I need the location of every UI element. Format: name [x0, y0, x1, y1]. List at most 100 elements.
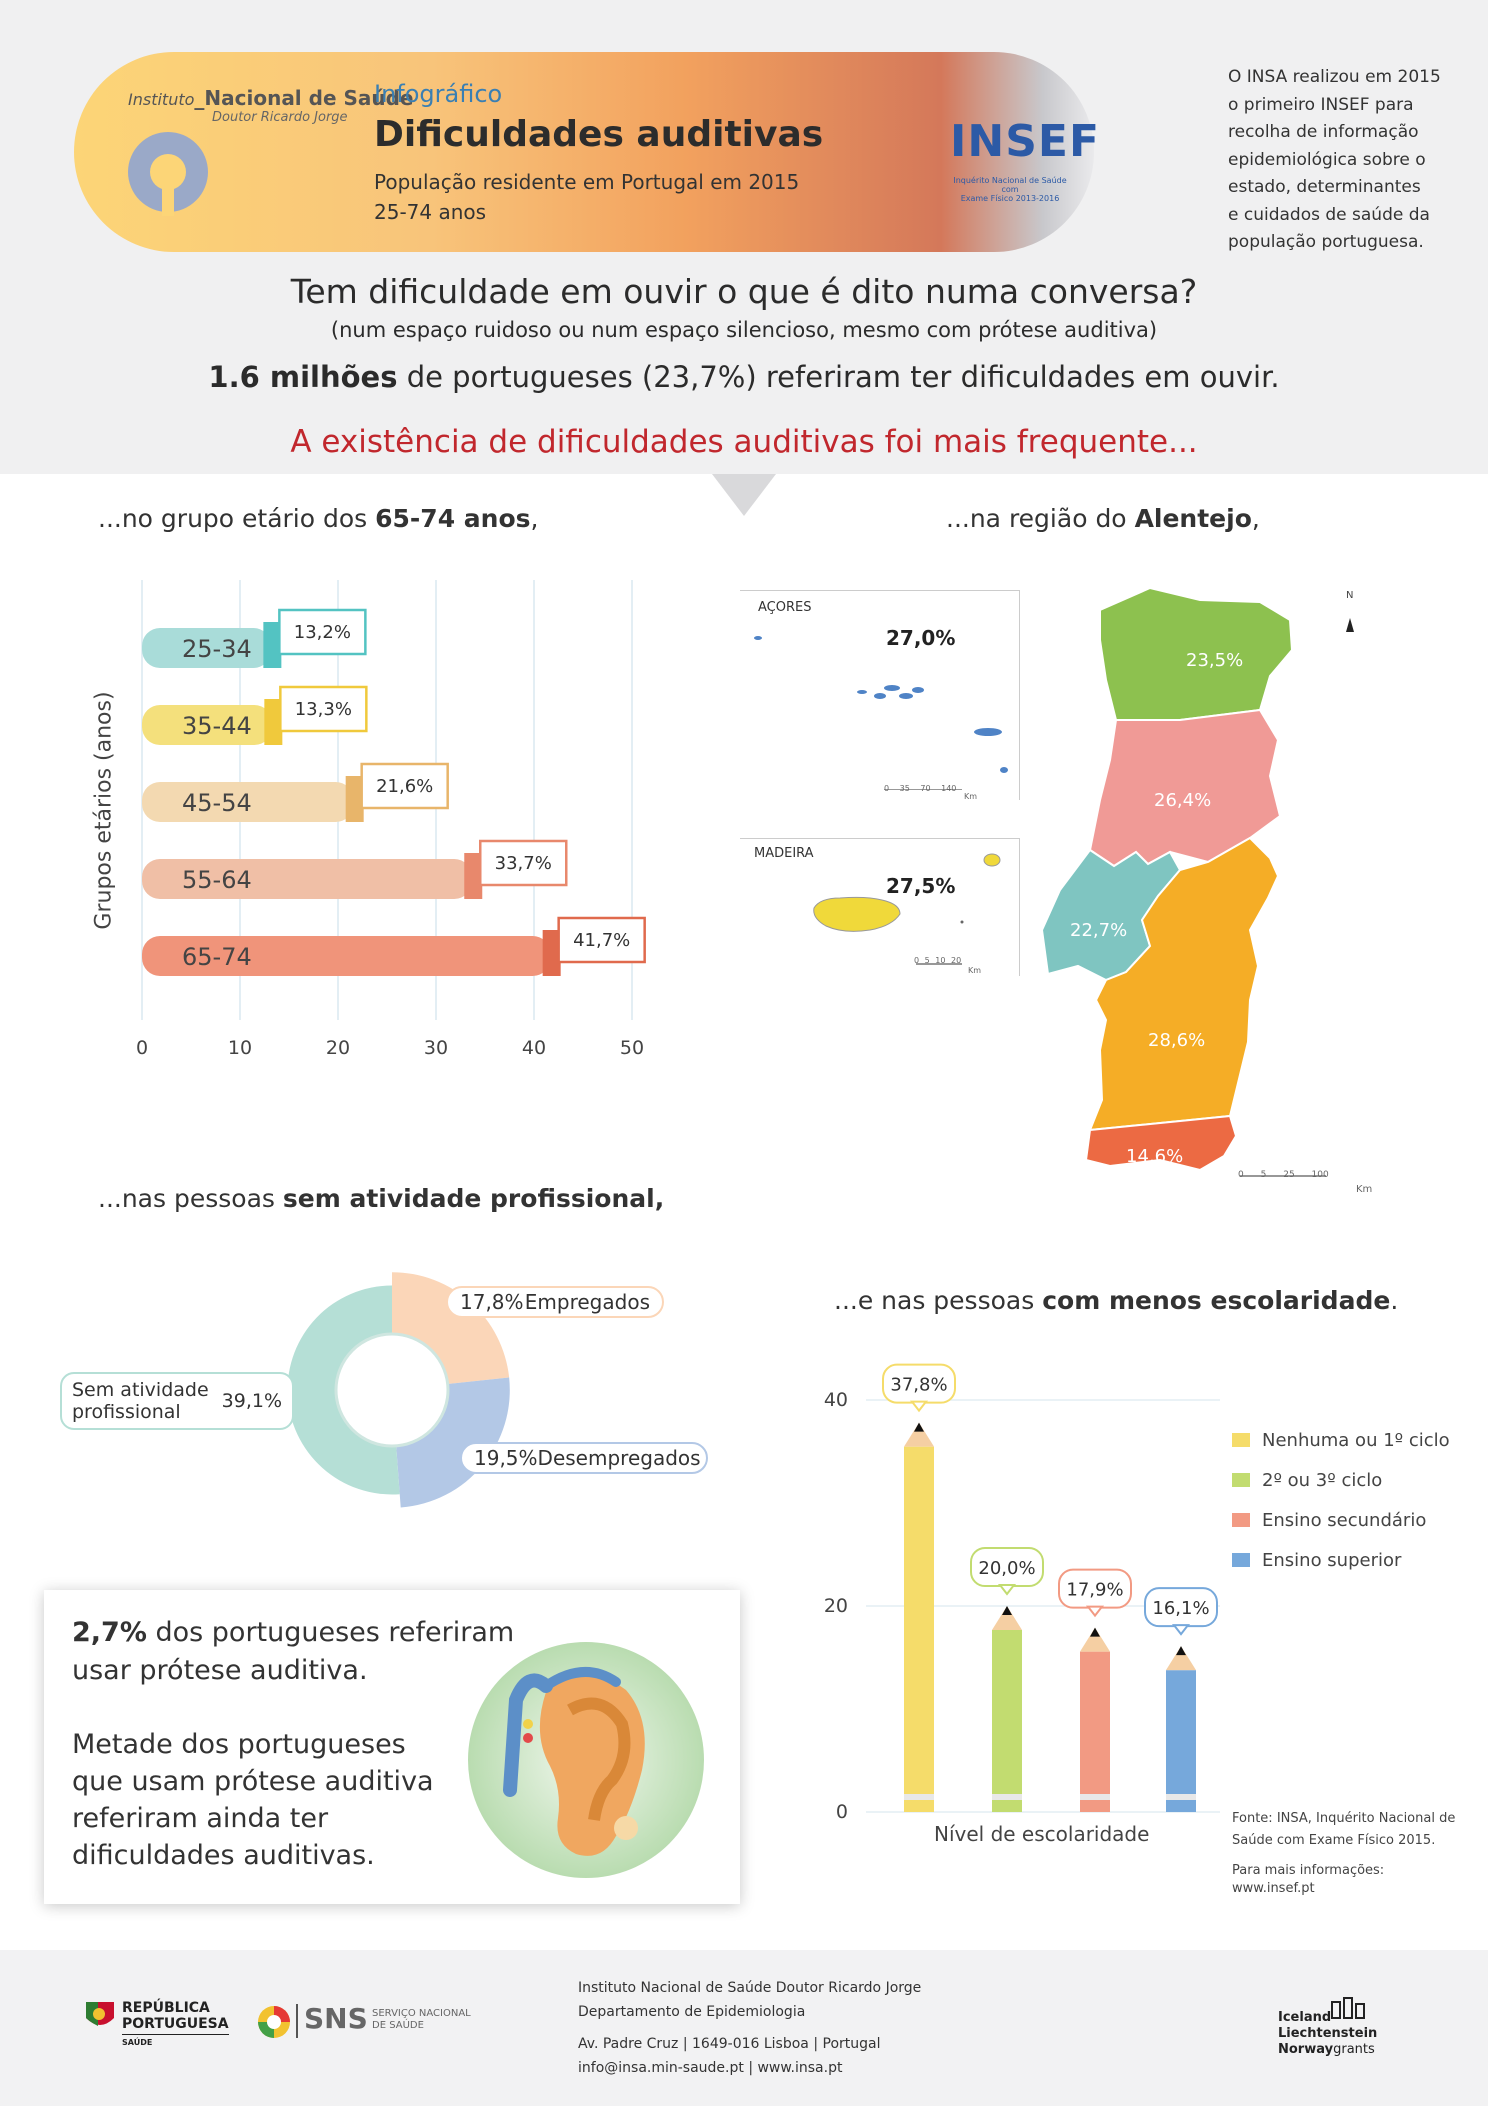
age-value-label-4: 41,7%	[573, 930, 630, 951]
age-category-3: 55-64	[182, 866, 252, 894]
age-pre: ...no grupo etário dos	[98, 504, 376, 533]
edu-y-tick-0: 0	[836, 1801, 848, 1823]
madeira-value: 27,5%	[886, 874, 956, 898]
sns-sub1: SERVIÇO NACIONAL	[372, 2008, 471, 2019]
acores-scale-unit: Km	[964, 792, 978, 801]
edu-legend: Nenhuma ou 1º ciclo 2º ou 3º ciclo Ensino …	[1232, 1420, 1450, 1580]
work-pre: ...nas pessoas	[98, 1184, 283, 1213]
sns-subtitle: SERVIÇO NACIONAL DE SAÚDE	[372, 2008, 471, 2032]
subtitle-age: 25-74 anos	[374, 200, 487, 224]
empregados-label: Empregados	[524, 1290, 650, 1314]
grants-iceland: Iceland	[1278, 2010, 1332, 2025]
donut-slice-1	[396, 1377, 510, 1508]
footer: REPÚBLICA PORTUGUESA SAÚDE SNS SERVIÇO N…	[0, 1950, 1488, 2106]
prosthesis-p2-line-0: Metade dos portugueses	[72, 1729, 406, 1760]
madeira-scale: 0 5 10 20	[914, 956, 961, 965]
age-x-tick-2: 20	[326, 1037, 350, 1059]
acores-value: 27,0%	[886, 626, 956, 650]
insef-logo: INSEF	[950, 116, 1100, 167]
main-scale-1: 5	[1260, 1170, 1267, 1180]
stat-bold: 1.6 milhões	[208, 360, 398, 394]
edu-bar-tip-1	[992, 1606, 1022, 1630]
sem-atividade-value: 39,1%	[221, 1390, 282, 1412]
main-scale-0: 0	[1238, 1170, 1244, 1180]
acores-title: AÇORES	[758, 600, 812, 615]
intro-line-1: o primeiro INSEF para	[1228, 94, 1414, 115]
insef-sub-line1: Inquérito Nacional de Saúde com	[953, 176, 1067, 194]
intro-line-6: população portuguesa.	[1228, 232, 1424, 252]
age-bar-cap-0	[263, 622, 282, 668]
sem-line1: Sem atividade	[72, 1379, 209, 1401]
sns-logo-icon	[258, 2006, 290, 2038]
acores-islands	[754, 636, 1008, 790]
age-y-axis-label: Grupos etários (anos)	[91, 691, 117, 930]
edu-legend-item-2: Ensino secundário	[1232, 1500, 1450, 1540]
edu-bar-lead-0	[914, 1422, 924, 1432]
age-category-1: 35-44	[182, 712, 252, 740]
edu-value-label-1: 20,0%	[978, 1558, 1035, 1579]
prosthesis-bold: 2,7%	[72, 1617, 147, 1648]
edu-bar-band-2	[1080, 1794, 1110, 1800]
question-note: (num espaço ruidoso ou num espaço silenc…	[330, 318, 1158, 342]
label-desempregados: 19,5% Desempregados	[460, 1442, 708, 1474]
edu-bold: com menos escolaridade	[1042, 1286, 1391, 1315]
age-x-tick-4: 40	[522, 1037, 546, 1059]
madeira-scale-unit: Km	[968, 966, 982, 975]
age-bar-4	[142, 936, 551, 976]
acores-scale-1: 35	[899, 784, 910, 793]
prosthesis-half: Metade dos portugueses que usam prótese a…	[72, 1726, 434, 1874]
edu-legend-label-3: Ensino superior	[1262, 1549, 1402, 1571]
region-norte	[1099, 586, 1294, 721]
age-label-box-2	[360, 762, 449, 810]
institute-name: Instituto_Nacional de Saúde	[128, 86, 414, 110]
edu-bar-band-3	[1166, 1794, 1196, 1800]
age-bar-2	[142, 782, 354, 822]
section-work-label: ...nas pessoas sem atividade profissiona…	[98, 1184, 664, 1213]
donut-slice-0	[392, 1272, 510, 1385]
madeira-scale-1: 5	[924, 956, 930, 965]
edu-value-label-0: 37,8%	[890, 1375, 947, 1396]
prosthesis-rest: dos portugueses referiram	[146, 1617, 515, 1648]
headline-stat: 1.6 milhões de portugueses (23,7%) refer…	[0, 360, 1488, 394]
source-line2: Saúde com Exame Físico 2015.	[1232, 1833, 1436, 1848]
edu-x-axis-label: Nível de escolaridade	[934, 1822, 1150, 1846]
ear-hearing-aid-icon	[468, 1642, 704, 1878]
sns-logo-text: SNS	[304, 2002, 368, 2035]
prosthesis-p2-line-1: que usam prótese auditiva	[72, 1766, 434, 1797]
eea-grants-logo: Iceland Liechtenstein Norwaygrants	[1278, 2010, 1377, 2058]
grants-norway: Norway	[1278, 2042, 1334, 2057]
insef-sub-line2: Exame Físico 2013-2016	[960, 194, 1060, 203]
edu-bar-lead-2	[1090, 1627, 1100, 1637]
edu-bar-tip-3	[1166, 1646, 1196, 1671]
main-scale-unit: Km	[1356, 1184, 1373, 1195]
north-arrow-icon: N	[1346, 590, 1354, 601]
source-link[interactable]: www.insef.pt	[1232, 1881, 1315, 1896]
edu-bar-3	[1166, 1670, 1196, 1812]
desempregados-label: Desempregados	[537, 1446, 701, 1470]
sns-divider	[296, 2004, 298, 2038]
section-age-label: ...no grupo etário dos 65-74 anos,	[98, 504, 538, 533]
intro-line-2: recolha de informação	[1228, 122, 1419, 142]
norte-value: 23,5%	[1186, 650, 1244, 671]
rep-line2: PORTUGUESA	[122, 2016, 229, 2032]
insef-logo-text: INSEF	[950, 116, 1100, 167]
source-line3: Para mais informações:	[1232, 1863, 1385, 1878]
edu-legend-label-0: Nenhuma ou 1º ciclo	[1262, 1429, 1450, 1451]
edu-value-label-3: 16,1%	[1152, 1598, 1209, 1619]
age-bold: 65-74 anos	[375, 504, 531, 533]
edu-legend-label-2: Ensino secundário	[1262, 1509, 1427, 1531]
label-empregados: 17,8% Empregados	[446, 1286, 664, 1318]
edu-label-pointer-2	[1085, 1605, 1105, 1618]
age-bar-0	[142, 628, 272, 668]
intro-line-5: e cuidados de saúde da	[1228, 204, 1430, 225]
footer-contact[interactable]: info@insa.min-saude.pt | www.insa.pt	[578, 2060, 843, 2076]
edu-bar-lead-3	[1176, 1646, 1186, 1656]
intro-line-0: O INSA realizou em 2015	[1228, 67, 1441, 87]
header-pill	[74, 52, 1094, 252]
question-title: Tem dificuldade em ouvir o que é dito nu…	[290, 272, 1198, 311]
centro-value: 26,4%	[1154, 790, 1212, 811]
edu-bar-1	[992, 1630, 1022, 1812]
age-bar-cap-3	[464, 853, 483, 899]
main-scale-3: 100	[1311, 1170, 1329, 1180]
sem-atividade-label: Sem atividade profissional	[72, 1379, 209, 1423]
